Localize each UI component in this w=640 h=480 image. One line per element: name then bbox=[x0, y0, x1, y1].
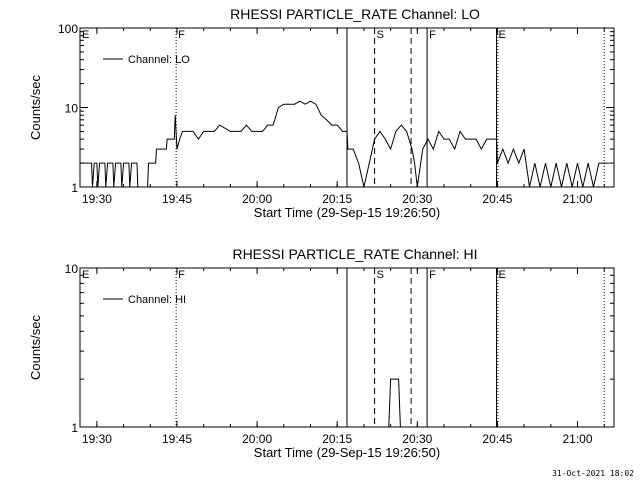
footer-timestamp: 31-Oct-2021 18:02 bbox=[552, 469, 634, 478]
series-line bbox=[80, 100, 610, 188]
x-tick-label: 20:30 bbox=[402, 192, 432, 206]
y-tick-label: 1 bbox=[71, 181, 78, 195]
marker-label: F bbox=[178, 29, 185, 41]
hi-channel-panel: RHESSI PARTICLE_RATE Channel: HI 19:30 19:… bbox=[28, 246, 615, 460]
marker-label: E bbox=[82, 29, 89, 41]
y-tick-label: 100 bbox=[58, 22, 78, 36]
x-tick-label: 20:15 bbox=[322, 432, 352, 446]
y-tick-label: 1 bbox=[71, 421, 78, 435]
marker-label: F bbox=[178, 269, 185, 281]
marker-label: F bbox=[429, 29, 436, 41]
x-tick-label: 20:00 bbox=[242, 432, 272, 446]
legend-label: Channel: HI bbox=[128, 294, 186, 306]
x-tick-label: 20:00 bbox=[242, 192, 272, 206]
chart-title: RHESSI PARTICLE_RATE Channel: LO bbox=[230, 6, 480, 22]
legend-label: Channel: LO bbox=[128, 54, 190, 66]
x-tick-label: 19:30 bbox=[82, 432, 112, 446]
x-tick-label: 19:45 bbox=[162, 432, 192, 446]
chart-title: RHESSI PARTICLE_RATE Channel: HI bbox=[232, 246, 477, 262]
marker-label: E bbox=[499, 269, 506, 281]
x-tick-label: 19:30 bbox=[82, 192, 112, 206]
x-axis-label: Start Time (29-Sep-15 19:26:50) bbox=[254, 205, 440, 220]
y-axis-label: Counts/sec bbox=[28, 74, 43, 140]
x-tick-label: 20:45 bbox=[482, 192, 512, 206]
marker-label: F bbox=[429, 269, 436, 281]
marker-label: S bbox=[377, 269, 384, 281]
x-tick-label: 20:15 bbox=[322, 192, 352, 206]
x-tick-label: 20:45 bbox=[482, 432, 512, 446]
x-tick-label: 21:00 bbox=[562, 192, 592, 206]
lo-channel-panel: RHESSI PARTICLE_RATE Channel: LO 19:30 19:… bbox=[28, 6, 615, 220]
y-axis-label: Counts/sec bbox=[28, 314, 43, 380]
x-tick-label: 21:00 bbox=[562, 432, 592, 446]
series-line bbox=[388, 378, 401, 428]
marker-label: S bbox=[377, 29, 384, 41]
marker-label: E bbox=[499, 29, 506, 41]
marker-label: E bbox=[82, 269, 89, 281]
x-tick-label: 19:45 bbox=[162, 192, 192, 206]
y-tick-label: 10 bbox=[65, 262, 79, 276]
y-tick-label: 10 bbox=[65, 102, 79, 116]
x-tick-label: 20:30 bbox=[402, 432, 432, 446]
x-axis-label: Start Time (29-Sep-15 19:26:50) bbox=[254, 445, 440, 460]
